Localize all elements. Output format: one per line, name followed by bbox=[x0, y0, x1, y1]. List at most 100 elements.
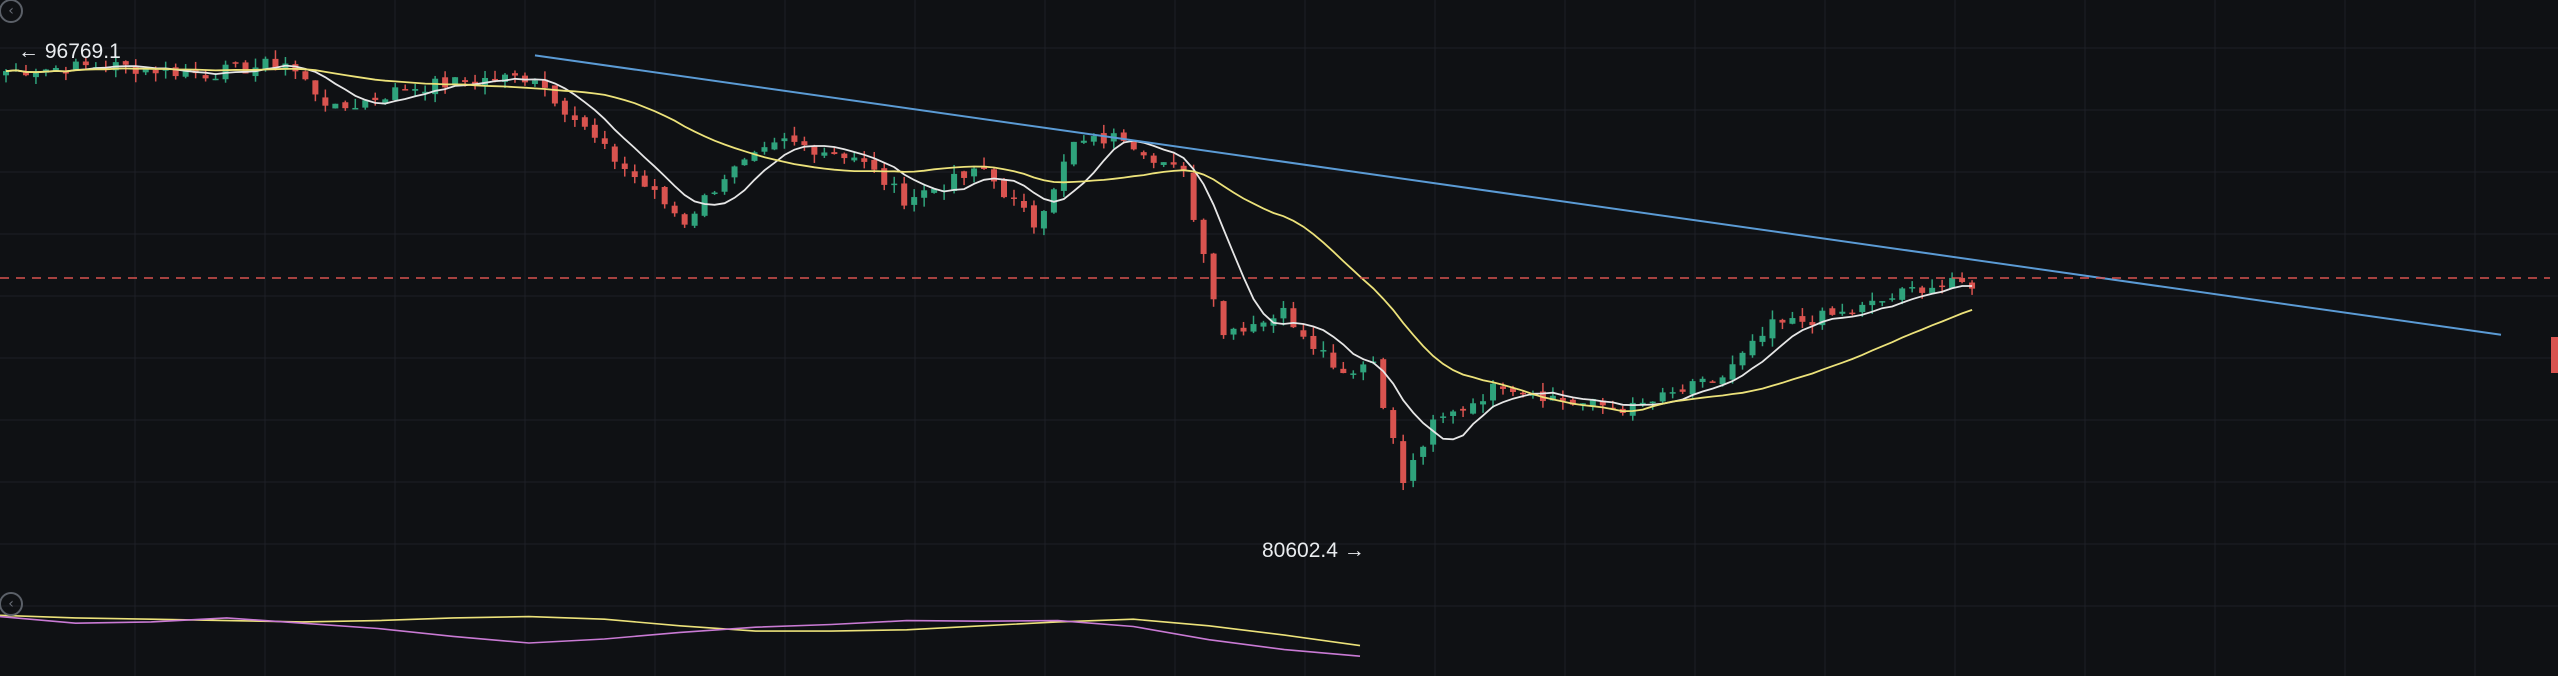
candle bbox=[831, 147, 838, 155]
candle bbox=[851, 151, 858, 163]
candle-body bbox=[1729, 364, 1736, 380]
candle bbox=[1779, 318, 1786, 330]
candle-body bbox=[851, 157, 858, 161]
candle bbox=[392, 83, 399, 101]
candle-body bbox=[1310, 335, 1317, 349]
candle bbox=[1230, 327, 1237, 340]
candle bbox=[631, 164, 638, 184]
candle-body bbox=[1799, 316, 1806, 322]
candle bbox=[591, 118, 598, 143]
candle-body bbox=[1250, 324, 1257, 332]
candle-body bbox=[541, 79, 548, 88]
candle-body bbox=[1390, 410, 1397, 439]
candle bbox=[1839, 303, 1846, 316]
moving-average-line bbox=[5, 64, 1973, 441]
candle bbox=[1539, 382, 1546, 408]
candle bbox=[1889, 293, 1896, 302]
candle bbox=[1070, 141, 1077, 167]
candle-body bbox=[1160, 162, 1167, 165]
candle-body bbox=[801, 141, 808, 146]
candle-body bbox=[1100, 133, 1107, 144]
candle bbox=[1400, 434, 1407, 491]
candle-body bbox=[641, 175, 648, 187]
candle bbox=[651, 179, 658, 199]
candle-body bbox=[1529, 394, 1536, 396]
candle-body bbox=[1001, 179, 1007, 198]
candle-body bbox=[202, 75, 209, 79]
candle-body bbox=[781, 138, 788, 142]
candle bbox=[1390, 407, 1397, 444]
candle bbox=[1380, 357, 1387, 410]
candle-body bbox=[1470, 403, 1477, 414]
candle-body bbox=[1230, 328, 1237, 335]
candle-body bbox=[1839, 311, 1846, 314]
candle-body bbox=[1410, 460, 1417, 481]
candle-body bbox=[82, 61, 89, 66]
candle-body bbox=[1460, 408, 1467, 411]
candle-body bbox=[1290, 308, 1297, 328]
candle bbox=[1959, 272, 1966, 284]
candle-body bbox=[701, 195, 708, 216]
candle bbox=[751, 150, 758, 162]
candle bbox=[1829, 306, 1836, 316]
candle-body bbox=[821, 152, 828, 156]
candle bbox=[1739, 351, 1746, 370]
candle-body bbox=[761, 147, 768, 152]
candle-body bbox=[1669, 392, 1676, 394]
volume-indicator-line bbox=[0, 615, 1361, 657]
candle-body bbox=[32, 72, 39, 78]
candle bbox=[1929, 279, 1936, 294]
candle-body bbox=[1829, 308, 1836, 315]
candle-body bbox=[262, 58, 269, 70]
candle bbox=[442, 71, 449, 94]
candle-body bbox=[462, 80, 469, 82]
candle-body bbox=[771, 142, 778, 150]
candle bbox=[1290, 301, 1297, 329]
candle-body bbox=[1010, 197, 1017, 199]
candle bbox=[1420, 445, 1427, 465]
volume-indicator-line bbox=[0, 614, 1361, 647]
candle-body bbox=[1200, 219, 1207, 255]
candle bbox=[362, 100, 369, 110]
candle bbox=[1260, 320, 1267, 332]
candle-body bbox=[811, 146, 818, 155]
candle-body bbox=[1140, 152, 1147, 156]
candle-body bbox=[1959, 277, 1966, 283]
candle bbox=[1559, 390, 1566, 410]
candle-body bbox=[472, 81, 479, 85]
candle bbox=[1969, 280, 1976, 295]
candle-body bbox=[671, 205, 678, 214]
candle bbox=[82, 56, 89, 70]
candle-body bbox=[1709, 381, 1716, 383]
candles bbox=[3, 50, 1976, 491]
candle bbox=[1460, 406, 1467, 418]
candle-body bbox=[1629, 402, 1636, 416]
candle-body bbox=[122, 61, 129, 65]
candle-body bbox=[1779, 319, 1786, 323]
candle-body bbox=[1949, 277, 1956, 289]
candle-body bbox=[1210, 253, 1217, 300]
candle bbox=[162, 61, 169, 79]
candle bbox=[1729, 355, 1736, 384]
chevron-left-circle-icon[interactable]: ‹ bbox=[0, 592, 23, 616]
trendline[interactable] bbox=[534, 54, 2502, 336]
candle bbox=[1001, 177, 1007, 199]
candle-body bbox=[1659, 392, 1666, 402]
candle-body bbox=[731, 166, 738, 178]
candle bbox=[911, 189, 918, 212]
candle bbox=[971, 165, 978, 183]
candle-body bbox=[681, 214, 688, 225]
candle bbox=[731, 165, 738, 184]
candle bbox=[202, 69, 209, 82]
candle-body bbox=[601, 138, 608, 144]
candle-body bbox=[312, 80, 319, 95]
chevron-left-circle-icon[interactable]: ‹ bbox=[0, 0, 23, 23]
candle-body bbox=[302, 71, 309, 80]
candle bbox=[761, 141, 768, 155]
moving-average-lines bbox=[5, 64, 1973, 441]
candle-body bbox=[432, 78, 439, 95]
candle-body bbox=[1320, 350, 1327, 352]
candle bbox=[172, 63, 179, 80]
highest-price-label: ← 96769.1 bbox=[18, 40, 121, 63]
candle-body bbox=[332, 103, 339, 109]
